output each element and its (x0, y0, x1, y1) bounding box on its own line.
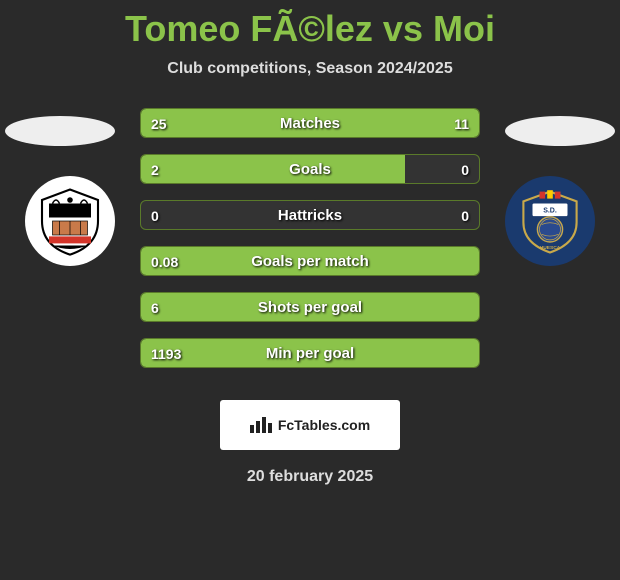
stat-row: Shots per goal6 (140, 292, 480, 322)
stat-value-left: 2 (151, 155, 159, 184)
stat-row: Goals per match0.08 (140, 246, 480, 276)
club-badge-left (25, 176, 115, 266)
stat-label: Hattricks (141, 201, 479, 230)
player-photo-right (505, 116, 615, 146)
player-photo-left (5, 116, 115, 146)
stat-label: Goals (141, 155, 479, 184)
stat-value-left: 6 (151, 293, 159, 322)
footer-date: 20 february 2025 (0, 468, 620, 486)
stat-value-right: 0 (461, 155, 469, 184)
stat-label: Matches (141, 109, 479, 138)
stat-row: Hattricks0 0 (140, 200, 480, 230)
brand-label: FcTables.com (278, 417, 370, 433)
subtitle: Club competitions, Season 2024/2025 (0, 60, 620, 78)
stat-value-left: 0.08 (151, 247, 178, 276)
stat-value-left: 25 (151, 109, 167, 138)
stat-row: Min per goal1193 (140, 338, 480, 368)
shield-icon: S.D. HUESCA (515, 186, 585, 256)
page-title: Tomeo FÃ©lez vs Moi (0, 0, 620, 50)
stats-container: Matches2511Goals20Hattricks00Goals per m… (140, 108, 480, 384)
stat-value-left: 0 (151, 201, 159, 230)
club-badge-right: S.D. HUESCA (505, 176, 595, 266)
stat-label: Goals per match (141, 247, 479, 276)
shield-icon (35, 186, 105, 256)
stat-value-right: 0 (461, 201, 469, 230)
stat-row: Matches25 11 (140, 108, 480, 138)
bars-icon (250, 415, 272, 436)
svg-text:S.D.: S.D. (543, 208, 557, 215)
brand-badge[interactable]: FcTables.com (220, 400, 400, 450)
svg-text:HUESCA: HUESCA (540, 245, 561, 251)
stat-label: Min per goal (141, 339, 479, 368)
stat-value-left: 1193 (151, 339, 181, 368)
stat-value-right: 11 (454, 109, 469, 138)
comparison-area: S.D. HUESCA Matches2511Goals20Hattricks0… (0, 108, 620, 388)
stat-row: Goals2 0 (140, 154, 480, 184)
stat-label: Shots per goal (141, 293, 479, 322)
